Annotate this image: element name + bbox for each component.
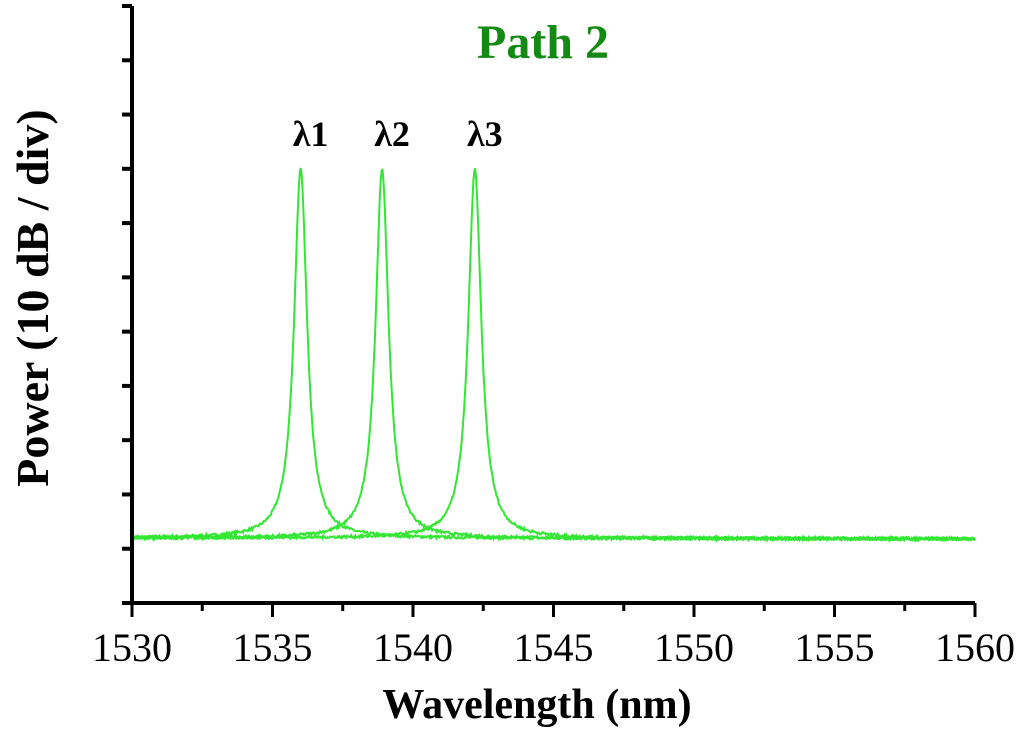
peak-label-2: λ2	[374, 114, 410, 154]
x-tick-label: 1530	[92, 625, 172, 670]
series-line-3	[131, 168, 976, 543]
peak-label-3: λ3	[467, 114, 503, 154]
x-axis-title: Wavelength (nm)	[382, 682, 691, 728]
peak-labels: λ1 λ2 λ3	[293, 114, 503, 154]
y-axis-title: Power (10 dB / div)	[7, 109, 58, 486]
axes: 1530 1535 1540 1545 1550 1555 1560	[92, 4, 1015, 670]
series-line-2	[131, 168, 976, 543]
series-line-1	[131, 167, 976, 543]
x-tick-label: 1535	[233, 625, 313, 670]
chart-title: Path 2	[477, 16, 609, 69]
x-tick-label: 1540	[373, 625, 453, 670]
peak-label-1: λ1	[293, 114, 329, 154]
x-tick-label: 1545	[514, 625, 594, 670]
x-tick-label: 1560	[935, 625, 1015, 670]
spectrum-traces	[131, 167, 976, 543]
x-tick-label: 1550	[654, 625, 734, 670]
x-tick-label: 1555	[795, 625, 875, 670]
